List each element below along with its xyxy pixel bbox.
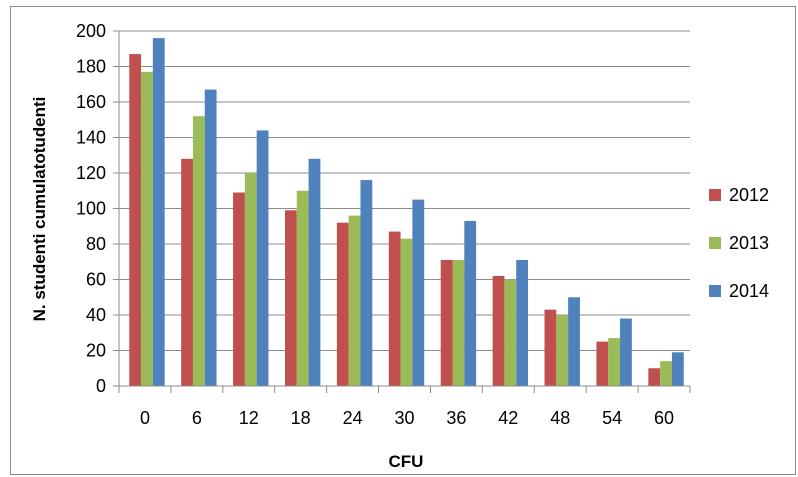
legend-label-2014: 2014 <box>729 281 769 301</box>
bars <box>129 38 684 386</box>
bar-2012-36 <box>440 259 453 386</box>
x-tick-label: 36 <box>446 408 466 428</box>
x-tick-label: 54 <box>602 408 622 428</box>
bar-2014-42 <box>516 259 529 386</box>
bar-2013-12 <box>244 173 257 386</box>
bar-2014-48 <box>568 297 580 386</box>
bar-2013-18 <box>296 190 309 386</box>
x-tick-label: 6 <box>192 408 202 428</box>
bar-2012-60 <box>648 368 661 386</box>
x-tick-label: 24 <box>343 408 363 428</box>
bar-2014-18 <box>308 158 321 386</box>
bar-2013-60 <box>660 361 672 386</box>
bar-2013-48 <box>556 315 569 386</box>
y-tick-label: 0 <box>96 376 106 396</box>
bar-2013-24 <box>348 215 361 386</box>
bar-2012-42 <box>492 275 505 386</box>
legend-swatch-2014 <box>709 285 721 297</box>
bar-2013-36 <box>452 259 465 386</box>
bar-2013-0 <box>141 71 153 386</box>
y-tick-label: 120 <box>76 163 106 183</box>
x-tick-label: 30 <box>394 408 414 428</box>
bar-2013-42 <box>504 279 517 386</box>
bar-2012-6 <box>181 158 193 386</box>
bar-2012-12 <box>233 192 245 386</box>
bar-2012-0 <box>129 54 142 386</box>
bar-2012-30 <box>388 231 401 386</box>
y-tick-label: 200 <box>76 21 106 41</box>
legend-swatch-2013 <box>709 237 721 249</box>
bar-2014-54 <box>620 318 632 386</box>
legend-swatch-2012 <box>709 189 721 201</box>
bar-2014-6 <box>204 89 217 386</box>
bar-2012-54 <box>596 341 609 386</box>
bar-2013-54 <box>608 338 621 386</box>
bar-2014-24 <box>360 180 373 386</box>
x-tick-label: 42 <box>498 408 518 428</box>
x-tick-label: 48 <box>550 408 570 428</box>
y-tick-label: 160 <box>76 92 106 112</box>
y-tick-labels: 0 20 40 60 80 100 120 140 160 180 200 <box>76 21 106 396</box>
bar-2012-24 <box>336 222 349 386</box>
x-tick-label: 60 <box>654 408 674 428</box>
x-axis-title: CFU <box>389 452 424 471</box>
y-tick-label: 80 <box>86 234 106 254</box>
y-tick-label: 100 <box>76 199 106 219</box>
legend: 2012 2013 2014 <box>709 185 769 301</box>
axes <box>113 30 691 393</box>
bar-2014-12 <box>256 130 269 386</box>
y-tick-label: 40 <box>86 305 106 325</box>
bar-2014-0 <box>152 38 165 386</box>
legend-label-2012: 2012 <box>729 185 769 205</box>
y-tick-label: 20 <box>86 341 106 361</box>
y-tick-label: 140 <box>76 128 106 148</box>
bar-2014-36 <box>464 220 477 386</box>
y-axis-title: N. studenti cumulatotudenti <box>30 97 49 322</box>
bar-2013-30 <box>400 238 413 386</box>
bar-2013-6 <box>192 116 205 386</box>
y-tick-label: 60 <box>86 270 106 290</box>
bar-2014-60 <box>671 352 684 386</box>
bar-2012-48 <box>544 309 557 386</box>
legend-label-2013: 2013 <box>729 233 769 253</box>
x-tick-label: 18 <box>291 408 311 428</box>
x-tick-label: 12 <box>239 408 259 428</box>
x-tick-label: 0 <box>140 408 150 428</box>
x-tick-labels: 0 6 12 18 24 30 36 42 48 54 60 <box>140 408 674 428</box>
y-tick-label: 180 <box>76 57 106 77</box>
bar-2012-18 <box>284 210 297 386</box>
bar-2014-30 <box>412 199 425 386</box>
